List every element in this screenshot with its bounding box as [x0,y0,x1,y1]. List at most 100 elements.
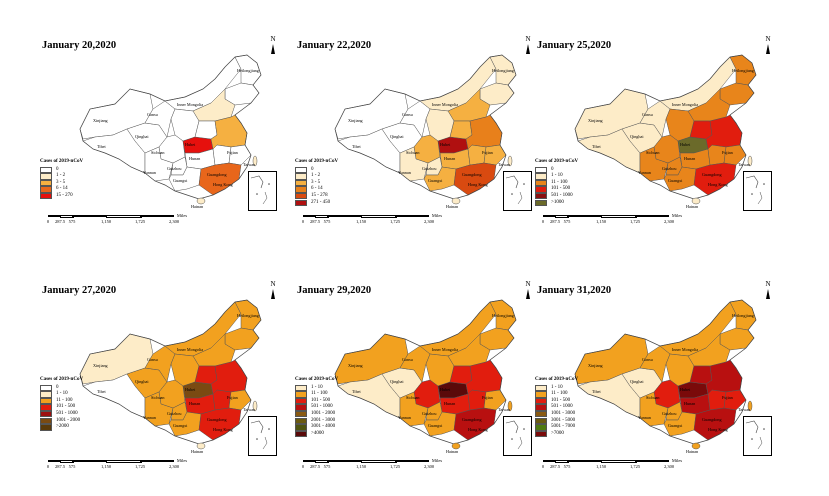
country-outline [79,54,262,200]
province-label-hainan: Hainan [686,204,699,209]
north-arrow-shape [271,289,275,299]
province-jiangxi [707,144,727,166]
south-china-sea-inset [743,416,772,456]
province-label-sichuan: Sichuan [151,395,165,400]
province-yunnan [144,391,174,427]
province-label-guangxi: Guangxi [173,423,188,428]
province-label-taiwan: Taiwan [498,407,511,412]
province-label-guizhou: Guizhou [662,411,677,416]
province-hainan [196,442,206,450]
legend-swatch [535,397,547,405]
scale-segment [327,460,361,462]
inset-map [505,175,525,205]
scale-tick-label: 1,725 [134,464,146,469]
panel-title: January 29,2020 [297,285,372,296]
province-henan [194,365,218,385]
province-henan [689,365,713,385]
legend-entry: 501 - 1000 [295,404,338,411]
legend-entry: 1 - 10 [40,391,83,398]
province-label-sichuan: Sichuan [406,395,420,400]
legend-label: 501 - 1000 [311,404,333,410]
province-label-qinghai: Qinghai [390,379,404,384]
province-label-guizhou: Guizhou [422,411,437,416]
province-label-yunnan: Yunnan [143,415,156,420]
china-map [334,54,517,205]
legend-entry: 1001 - 2000 [295,411,338,418]
scale-tick-label: 0 [541,219,545,224]
legend-swatch [40,166,52,174]
legend-entry: 1 - 10 [295,385,338,392]
legend-label: 1 - 10 [551,384,563,390]
legend-entry: >7000 [535,431,578,438]
province-label-hunan: Hunan [444,156,456,161]
legend-swatch [40,404,52,411]
legend-swatch [535,404,547,411]
province-taiwan [507,400,513,412]
province-label-hainan: Hainan [191,449,204,454]
province-label-fujian: Fujian [227,150,238,155]
scale-segment [543,460,555,462]
legend-entry: 3 - 5 [295,180,338,187]
scale-tick-label: 575 [68,219,76,224]
province-label-hunan: Hunan [189,156,201,161]
scale-tick-label: 0 [301,464,305,469]
scale-tick-label: 2,300 [168,219,180,224]
scale-bar: 0 287.5 575 1,150 1,725 2,300 Miles [47,213,208,228]
province-fujian [483,389,507,411]
scale-bar: 0 287.5 575 1,150 1,725 2,300 Miles [542,458,703,473]
scale-tick-label: 287.5 [54,219,66,224]
legend-swatch [295,179,307,187]
legend-swatch [535,391,547,398]
scale-tick-label: 287.5 [309,464,321,469]
panel-title: January 31,2020 [537,285,612,296]
scale-tick-label: 1,725 [389,464,401,469]
province-label-xinjiang: Xinjiang [348,118,363,123]
scale-tick-label: 2,300 [423,464,435,469]
scale-tick-label: 1,150 [595,219,607,224]
scale-tick-label: 1,150 [355,464,367,469]
legend-entry: 0 [40,385,83,392]
map-panel-jan22: January 22,2020 Heilongjiang Xinjiang Gansu… [285,35,535,235]
country-outline [574,54,757,200]
legend-label: 11 - 100 [551,391,568,397]
legend-swatch [40,179,52,187]
province-label-xinjiang: Xinjiang [588,363,603,368]
north-arrow-icon: N [268,35,278,54]
legend-label: 101 - 500 [311,397,331,403]
legend-label: 101 - 500 [56,404,76,410]
province-taiwan [747,155,753,167]
province-label-hainan: Hainan [686,449,699,454]
province-label-hainan: Hainan [191,204,204,209]
country-outline [574,299,757,445]
scale-tick-label: 2,300 [168,464,180,469]
panel-title: January 20,2020 [42,40,117,51]
scale-segment [635,460,669,462]
scale-tick-label: 0 [301,219,305,224]
province-label-xinjiang: Xinjiang [588,118,603,123]
legend-label: 501 - 1000 [56,410,78,416]
legend-swatch [295,417,307,425]
china-map [574,54,757,205]
province-label-guangxi: Guangxi [668,178,683,183]
china-map [334,299,517,450]
legend-entry: >2000 [40,424,83,431]
south-china-sea-inset [248,171,277,211]
province-guangdong [693,162,737,196]
scale-segment [327,215,361,217]
north-label: N [270,280,276,288]
province-fujian [228,144,252,166]
province-label-yunnan: Yunnan [143,170,156,175]
legend-label: 0 [56,166,59,172]
legend-swatch [295,397,307,405]
legend-swatch [535,199,547,207]
scale-segment [601,460,637,464]
legend-swatch [535,384,547,392]
province-label-hongkong: Hong Kong [213,182,233,187]
legend-swatch [40,411,52,418]
province-yunnan [639,391,669,427]
legend-entry: 101 - 500 [40,404,83,411]
legend-entry: 101 - 500 [295,398,338,405]
legend-entry: 0 [40,167,83,174]
province-taiwan [252,155,258,167]
